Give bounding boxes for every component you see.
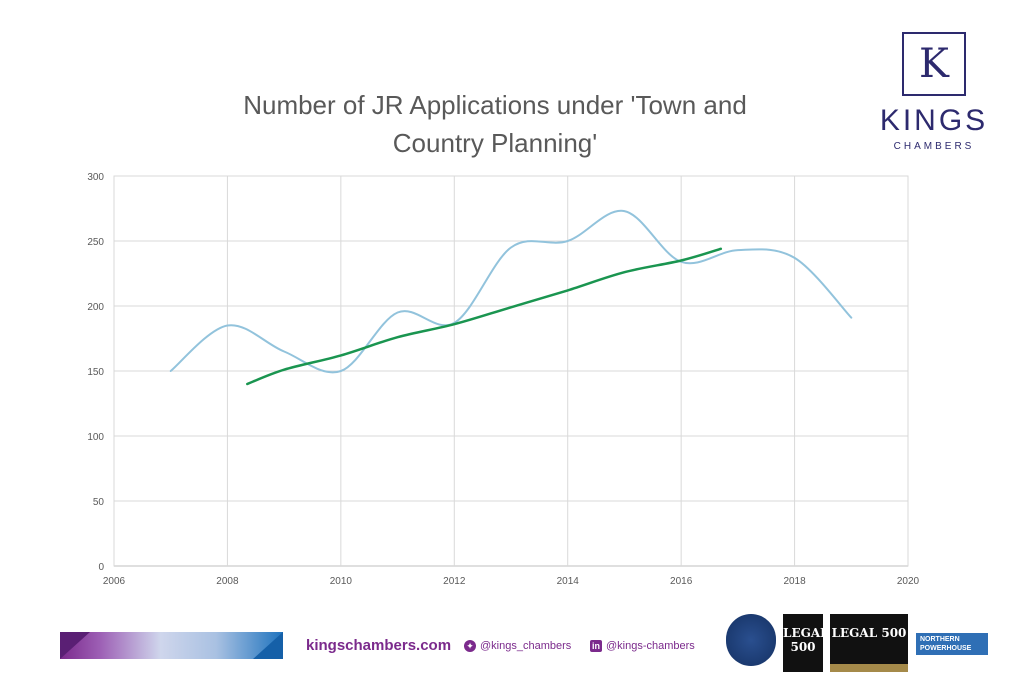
x-tick-label: 2006: [103, 576, 126, 587]
y-tick-label: 0: [98, 562, 104, 573]
y-tick-label: 150: [87, 367, 104, 378]
legal-500-badge-text: LEGAL 500: [783, 626, 829, 654]
line-chart: 0 50 100 150 200 250 300 2006 2008 2010 2012 2014 20…: [87, 172, 920, 587]
website-link[interactable]: kingschambers.com: [306, 637, 452, 654]
chart-title-line-1: Number of JR Applications under 'Town an…: [243, 90, 747, 120]
logo-letter: K: [902, 32, 966, 96]
legal-500-uk-awards-badge: LEGAL 500: [830, 614, 908, 672]
chart-title: Number of JR Applications under 'Town an…: [190, 86, 800, 162]
x-tick-label: 2008: [216, 576, 239, 587]
legal-500-badge: LEGAL 500: [783, 614, 829, 672]
legal-500-awards-text: LEGAL 500: [831, 626, 907, 640]
northern-powerhouse-badge: NORTHERN POWERHOUSE: [916, 633, 988, 655]
y-tick-label: 300: [87, 172, 104, 183]
x-tick-label: 2018: [783, 576, 806, 587]
logo-name: KINGS: [879, 104, 989, 137]
top-ranked-badge-icon: [726, 614, 776, 666]
twitter-handle[interactable]: ✦ @kings_chambers: [464, 640, 571, 652]
series-line: [169, 210, 853, 374]
chart-title-line-2: Country Planning': [392, 128, 598, 158]
linkedin-handle[interactable]: in @kings-chambers: [590, 640, 695, 652]
y-tick-label: 200: [87, 302, 104, 313]
y-tick-label: 100: [87, 432, 104, 443]
logo-subtitle: CHAMBERS: [893, 141, 975, 152]
footer-color-band: [60, 632, 283, 659]
twitter-bird-icon: ✦: [464, 640, 476, 652]
trend-line: [246, 247, 723, 386]
x-tick-label: 2012: [443, 576, 466, 587]
x-tick-label: 2016: [670, 576, 693, 587]
x-tick-label: 2010: [330, 576, 353, 587]
x-tick-label: 2020: [897, 576, 920, 587]
linkedin-handle-text: @kings-chambers: [606, 640, 695, 652]
x-tick-label: 2014: [557, 576, 580, 587]
twitter-handle-text: @kings_chambers: [480, 640, 572, 652]
linkedin-icon: in: [590, 640, 602, 652]
y-tick-label: 250: [87, 237, 104, 248]
kings-chambers-logo: K KINGS CHAMBERS: [872, 30, 996, 160]
y-tick-label: 50: [93, 497, 105, 508]
gold-stripe: [830, 664, 908, 672]
